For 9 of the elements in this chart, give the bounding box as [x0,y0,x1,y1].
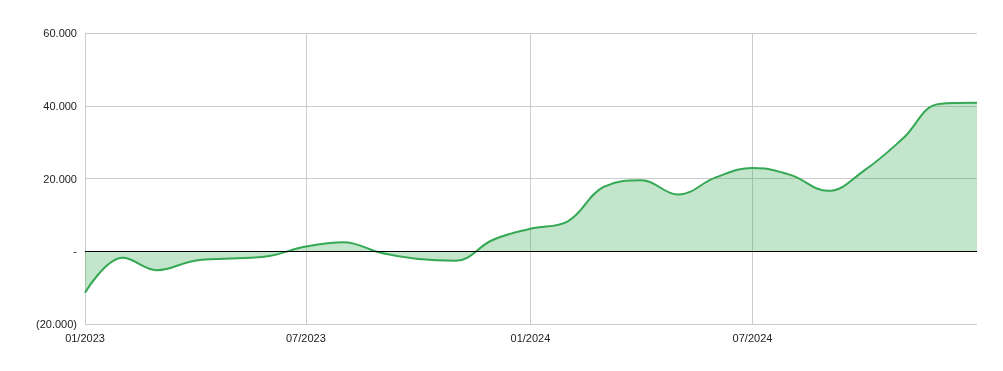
x-tick-label: 01/2024 [510,331,551,344]
y-tick-label: 60.000 [43,27,77,39]
y-tick-label: 40.000 [43,99,77,112]
x-tick-label: 07/2024 [732,331,773,344]
y-tick-label: 20.000 [43,172,77,185]
x-tick-label: 07/2023 [285,331,326,344]
y-tick-label: (20.000) [36,318,77,330]
y-tick-label: - [73,245,78,258]
x-tick-label: 01/2023 [65,331,105,344]
